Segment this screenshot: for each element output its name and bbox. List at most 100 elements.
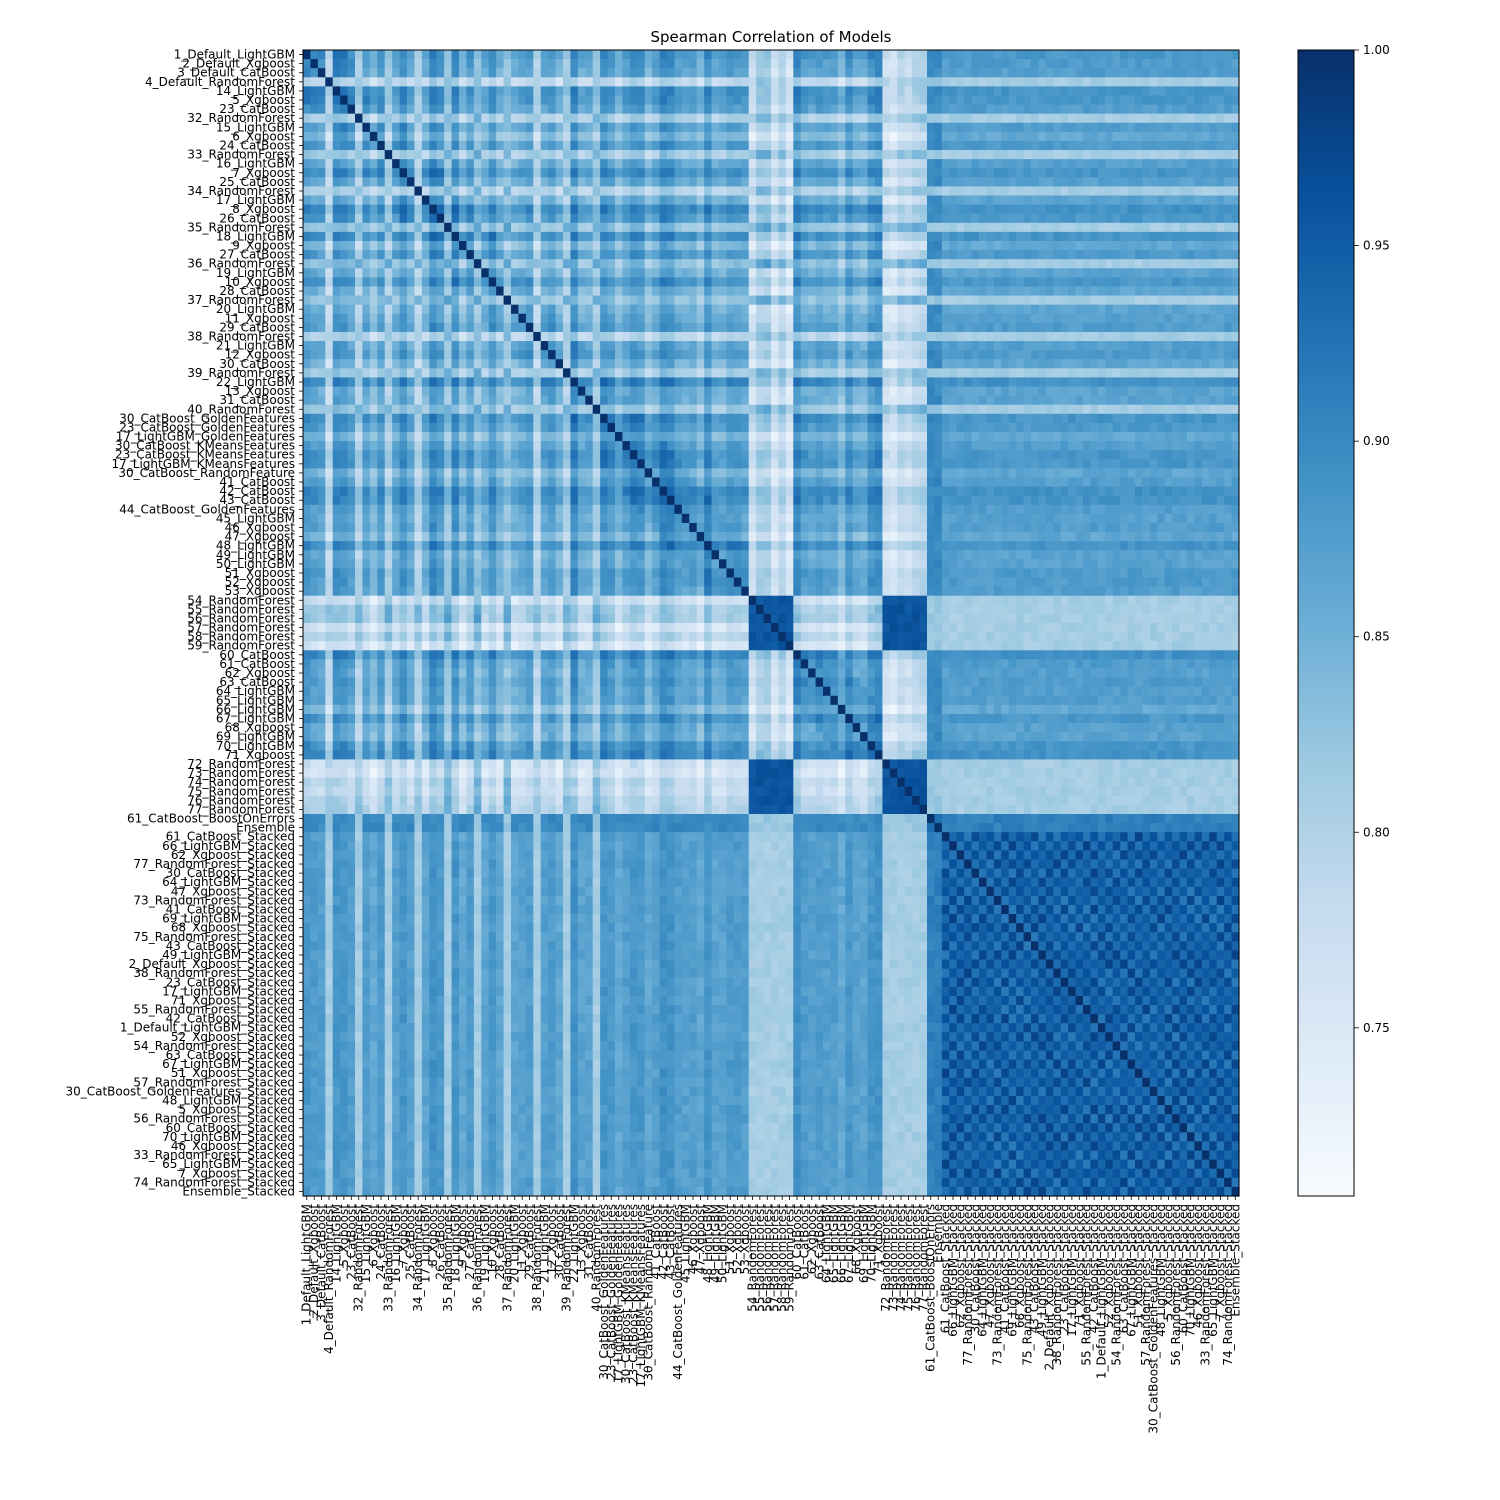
heatmap-cell <box>518 113 527 124</box>
heatmap-cell <box>964 213 973 224</box>
heatmap-cell <box>369 286 378 297</box>
heatmap-cell <box>1127 186 1136 197</box>
heatmap-cell <box>488 59 497 69</box>
heatmap-cell <box>1194 313 1203 324</box>
heatmap-cell <box>1001 95 1010 106</box>
heatmap-cell <box>741 213 750 224</box>
heatmap-cell <box>1038 131 1047 142</box>
heatmap-cell <box>927 186 936 197</box>
heatmap-cell <box>882 150 891 160</box>
heatmap-cell <box>667 186 676 197</box>
heatmap-cell <box>1083 250 1092 260</box>
heatmap-cell <box>1097 186 1106 197</box>
heatmap-cell <box>1172 331 1181 342</box>
heatmap-cell <box>1172 286 1181 297</box>
heatmap-cell <box>629 59 638 69</box>
heatmap-cell <box>1008 213 1017 224</box>
heatmap-cell <box>986 295 995 306</box>
heatmap-cell <box>875 177 884 188</box>
heatmap-cell <box>689 368 698 379</box>
heatmap-cell <box>407 195 416 206</box>
heatmap-cell <box>1053 268 1062 278</box>
heatmap-cell <box>459 59 468 69</box>
heatmap-cell <box>1083 68 1092 78</box>
heatmap-cell <box>756 304 765 315</box>
heatmap-cell <box>681 368 690 379</box>
heatmap-cell <box>979 159 988 169</box>
heatmap-cell <box>689 104 698 115</box>
heatmap-cell <box>927 231 936 242</box>
heatmap-cell <box>392 150 401 160</box>
heatmap-cell <box>719 331 728 342</box>
heatmap-cell <box>667 286 676 297</box>
heatmap-cell <box>637 150 646 160</box>
heatmap-cell <box>533 59 542 69</box>
heatmap-cell <box>1016 386 1025 397</box>
heatmap-cell <box>325 140 334 151</box>
heatmap-cell <box>466 159 475 169</box>
heatmap-cell <box>904 113 913 124</box>
heatmap-cell <box>1135 350 1144 360</box>
heatmap-cell <box>1209 213 1218 224</box>
heatmap-cell <box>667 331 676 342</box>
heatmap-cell <box>897 213 906 224</box>
heatmap-cell <box>964 304 973 315</box>
heatmap-cell <box>1008 368 1017 379</box>
heatmap-cell <box>1097 231 1106 242</box>
heatmap-cell <box>592 404 601 415</box>
heatmap-cell <box>1164 50 1173 60</box>
heatmap-cell <box>704 95 713 106</box>
heatmap-cell <box>1157 131 1166 142</box>
heatmap-cell <box>852 331 861 342</box>
heatmap-cell <box>1187 395 1196 406</box>
heatmap-cell <box>830 213 839 224</box>
heatmap-cell <box>1179 140 1188 151</box>
heatmap-cell <box>600 50 609 60</box>
heatmap-cell <box>1127 77 1136 87</box>
heatmap-cell <box>615 113 624 124</box>
heatmap-cell <box>934 59 943 69</box>
heatmap-cell <box>407 113 416 124</box>
heatmap-cell <box>696 295 705 306</box>
heatmap-cell <box>362 150 371 160</box>
heatmap-cell <box>355 250 364 260</box>
heatmap-cell <box>444 77 453 87</box>
heatmap-cell <box>1112 359 1121 369</box>
heatmap-cell <box>808 404 817 415</box>
heatmap-cell <box>1001 259 1010 269</box>
heatmap-cell <box>1216 250 1225 260</box>
heatmap-cell <box>1038 268 1047 278</box>
heatmap-cell <box>607 341 616 351</box>
heatmap-cell <box>615 195 624 206</box>
heatmap-cell <box>808 295 817 306</box>
heatmap-cell <box>459 395 468 406</box>
heatmap-cell <box>325 131 334 142</box>
heatmap-cell <box>1060 68 1069 78</box>
heatmap-cell <box>347 77 356 87</box>
heatmap-cell <box>837 322 846 333</box>
heatmap-cell <box>785 386 794 397</box>
heatmap-cell <box>793 159 802 169</box>
heatmap-cell <box>1023 104 1032 115</box>
heatmap-cell <box>1157 341 1166 351</box>
heatmap-cell <box>548 204 557 215</box>
heatmap-cell <box>815 304 824 315</box>
heatmap-cell <box>340 404 349 415</box>
heatmap-cell <box>332 404 341 415</box>
heatmap-cell <box>882 250 891 260</box>
heatmap-cell <box>897 59 906 69</box>
heatmap-cell <box>1209 177 1218 188</box>
heatmap-cell <box>1209 95 1218 106</box>
heatmap-cell <box>681 395 690 406</box>
heatmap-cell <box>421 159 430 169</box>
heatmap-cell <box>897 95 906 106</box>
heatmap-cell <box>347 222 356 233</box>
heatmap-cell <box>384 59 393 69</box>
heatmap-cell <box>607 331 616 342</box>
heatmap-cell <box>607 250 616 260</box>
heatmap-cell <box>466 377 475 388</box>
heatmap-cell <box>1001 250 1010 260</box>
heatmap-cell <box>429 204 438 215</box>
heatmap-cell <box>719 186 728 197</box>
heatmap-cell <box>785 313 794 324</box>
